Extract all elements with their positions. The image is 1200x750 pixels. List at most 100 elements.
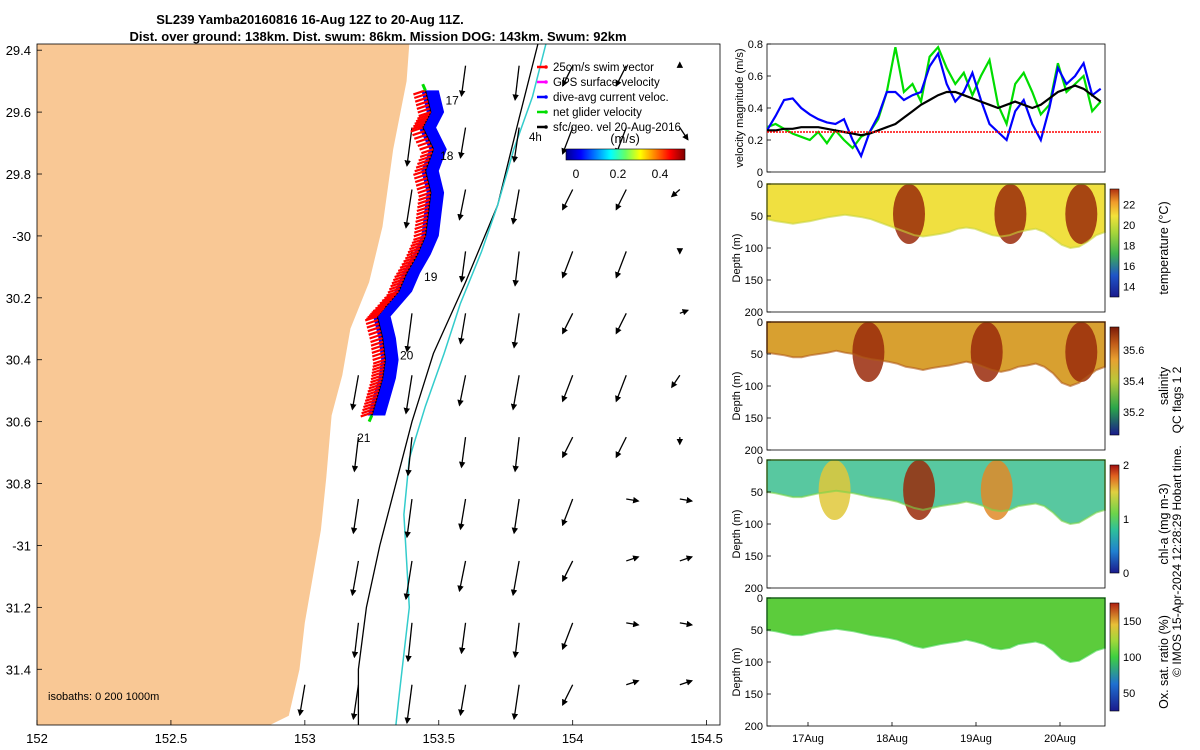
- current-vector-arrow: [350, 560, 360, 597]
- colorbar-tick-label: 35.2: [1123, 407, 1144, 419]
- current-vector-arrow: [626, 679, 640, 686]
- colorbar-label: Ox. sat. ratio (%): [1157, 615, 1171, 709]
- current-vector-arrow: [458, 127, 467, 159]
- swim-vector: [369, 333, 382, 340]
- current-vector-arrow: [511, 684, 520, 721]
- velocity-y-tick-label: 0.4: [748, 103, 763, 115]
- swim-vector: [414, 96, 428, 103]
- y-tick-label: 31.2: [6, 600, 31, 615]
- section-colorbar: [1109, 602, 1120, 712]
- colorbar-tick-label: 16: [1123, 261, 1135, 273]
- colorbar-tick-label: 100: [1123, 652, 1141, 664]
- qc-flags-text: QC flags 1 2: [1170, 366, 1184, 433]
- current-vector-arrow: [405, 437, 413, 477]
- section-field: [767, 598, 1105, 662]
- velocity-series-geo: [767, 84, 1102, 137]
- colorbar-label: chl-a (mg m-3): [1157, 483, 1171, 564]
- depth-tick-label: 100: [745, 243, 763, 255]
- legend-label: dive-avg current veloc.: [553, 92, 669, 104]
- depth-tick-label: 0: [757, 593, 763, 605]
- depth-axis-label: Depth (m): [731, 648, 743, 697]
- depth-tick-label: 0: [757, 179, 763, 191]
- y-tick-label: 31.4: [6, 662, 31, 677]
- swim-vector: [419, 144, 432, 151]
- swim-vector: [361, 408, 374, 415]
- swim-vector: [414, 224, 428, 231]
- current-vector-arrow: [350, 375, 360, 411]
- section-bottom-edge: [766, 459, 1106, 526]
- current-vector-arrow: [679, 309, 690, 316]
- current-vector-arrow: [350, 684, 360, 721]
- depth-tick-label: 100: [745, 657, 763, 669]
- velocity-panel: 0 0.2 0.4 0.6 0.8 velocity magnitude (m/s): [734, 39, 1106, 179]
- depth-tick-label: 100: [745, 381, 763, 393]
- section-field: [767, 322, 1105, 386]
- swim-vector: [411, 237, 425, 245]
- current-vector-arrow: [457, 375, 467, 407]
- swim-vector: [363, 398, 377, 406]
- current-vector-arrow: [404, 313, 413, 353]
- current-vector-arrow: [626, 555, 640, 562]
- speed-colorbar: [565, 148, 686, 161]
- swim-vector: [416, 205, 430, 213]
- current-vector-arrow: [615, 436, 627, 459]
- current-vector-arrow: [679, 679, 694, 686]
- current-vector-arrow: [679, 555, 694, 562]
- swim-vector: [388, 284, 402, 291]
- swim-vector: [413, 173, 427, 180]
- swim-vector: [384, 293, 397, 300]
- velocity-frame: [766, 43, 1106, 173]
- current-vector-arrow: [615, 65, 627, 87]
- day-labels: 17 18 19 20 21: [357, 93, 459, 444]
- current-vector-arrow: [615, 189, 627, 211]
- y-tick-label: -31: [12, 538, 31, 553]
- time-axis: 17Aug 18Aug 19Aug 20Aug: [792, 722, 1076, 745]
- current-vector-arrow: [457, 189, 467, 221]
- depth-tick-label: 200: [745, 307, 763, 319]
- swim-vector: [413, 169, 426, 176]
- swim-vector: [409, 244, 422, 251]
- y-tick-label: 30.6: [6, 415, 31, 430]
- depth-tick-label: 0: [757, 455, 763, 467]
- swim-vector: [367, 312, 381, 319]
- current-vector-arrow: [626, 620, 640, 628]
- current-vector-arrow: [512, 622, 520, 659]
- colorbar-tick-label: 1: [1123, 514, 1129, 526]
- section-feature: [852, 322, 885, 382]
- swim-vector: [387, 287, 401, 294]
- section-feature: [903, 460, 936, 520]
- section-panel-3: 0 50 100 150 200 Depth (m) 0 1 2 chl-a (mg m-3): [731, 455, 1171, 595]
- section-field: [767, 460, 1105, 524]
- current-vector-arrow: [615, 251, 627, 279]
- swim-vector: [414, 166, 428, 173]
- depth-tick-label: 150: [745, 413, 763, 425]
- swim-vector: [366, 389, 380, 396]
- swim-vector: [417, 198, 431, 205]
- current-vector-arrow: [350, 498, 360, 535]
- swim-vector: [360, 411, 374, 418]
- colorbar-tick-label: 0.4: [652, 167, 669, 181]
- depth-tick-label: 200: [745, 583, 763, 595]
- current-vector-arrow: [404, 684, 413, 725]
- dive-avg-current-band: [367, 90, 447, 416]
- section-panel-4: 0 50 100 150 200 Depth (m) 50 100 150 Ox. sat. ra…: [731, 593, 1171, 733]
- day-label: 21: [357, 431, 371, 445]
- swim-vector: [416, 184, 430, 191]
- y-tick-label: 30.2: [6, 291, 31, 306]
- map-panel: 17 18 19 20 21 152 152.5 153 153.5 154 154.5 29.4 2…: [6, 43, 723, 746]
- current-vector-arrow: [679, 620, 694, 628]
- legend-label: sfc/geo. vel 20-Aug-2016: [553, 122, 681, 134]
- current-vector-arrow: [561, 622, 574, 651]
- swim-vector: [370, 377, 383, 384]
- current-vector-arrow: [562, 436, 574, 459]
- current-vector-arrow: [512, 437, 520, 473]
- current-vector-arrow: [458, 498, 467, 531]
- glider-track: [360, 83, 447, 423]
- swim-vector: [415, 213, 429, 220]
- swim-vector: [406, 250, 420, 257]
- velocity-y-tick-label: 0.2: [748, 135, 763, 147]
- current-vector-arrow: [403, 375, 413, 415]
- current-vector-arrow: [510, 375, 520, 411]
- section-bottom-edge: [766, 321, 1106, 388]
- credit-text: © IMOS 15-Apr-2024 12:28:29 Hobart time.: [1170, 445, 1184, 677]
